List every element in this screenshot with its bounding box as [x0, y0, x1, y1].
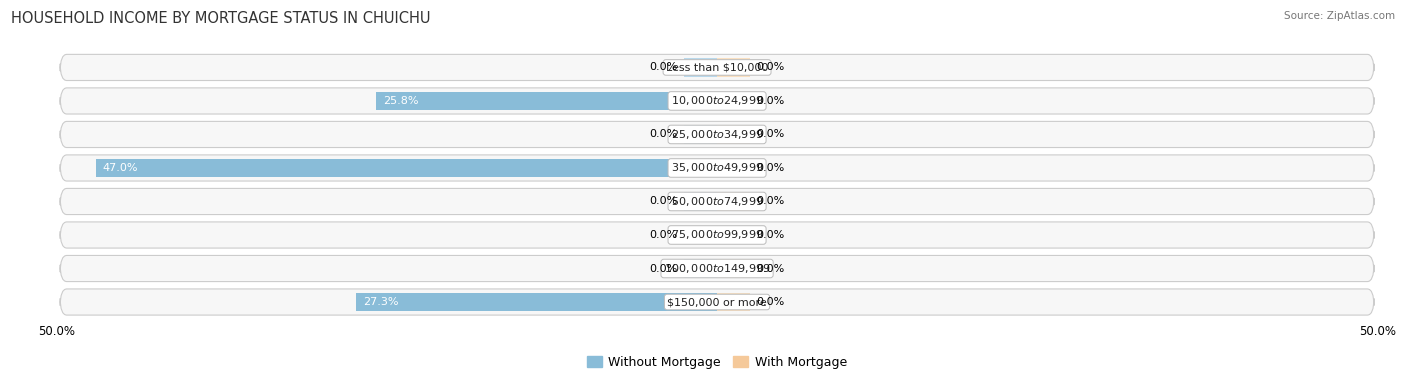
Bar: [96, 159, 717, 177]
Text: 0.0%: 0.0%: [650, 264, 678, 273]
FancyBboxPatch shape: [60, 155, 1374, 181]
Text: $100,000 to $149,999: $100,000 to $149,999: [664, 262, 770, 275]
Legend: Without Mortgage, With Mortgage: Without Mortgage, With Mortgage: [582, 351, 852, 374]
Bar: [717, 58, 751, 77]
Text: Source: ZipAtlas.com: Source: ZipAtlas.com: [1284, 11, 1395, 21]
Bar: [375, 92, 717, 110]
Text: $75,000 to $99,999: $75,000 to $99,999: [671, 228, 763, 242]
FancyBboxPatch shape: [60, 54, 1374, 81]
FancyBboxPatch shape: [60, 256, 1374, 282]
Bar: [356, 293, 717, 311]
FancyBboxPatch shape: [60, 222, 1374, 248]
Bar: [717, 192, 751, 211]
FancyBboxPatch shape: [60, 121, 1374, 147]
Text: HOUSEHOLD INCOME BY MORTGAGE STATUS IN CHUICHU: HOUSEHOLD INCOME BY MORTGAGE STATUS IN C…: [11, 11, 430, 26]
Bar: [685, 226, 717, 244]
Text: 25.8%: 25.8%: [382, 96, 418, 106]
Bar: [717, 125, 751, 144]
Text: 27.3%: 27.3%: [363, 297, 398, 307]
Bar: [717, 92, 751, 110]
Text: $150,000 or more: $150,000 or more: [668, 297, 766, 307]
Text: 0.0%: 0.0%: [756, 163, 785, 173]
Text: 0.0%: 0.0%: [756, 129, 785, 139]
FancyBboxPatch shape: [60, 88, 1374, 114]
Text: 0.0%: 0.0%: [756, 63, 785, 72]
Text: 0.0%: 0.0%: [650, 63, 678, 72]
Text: 47.0%: 47.0%: [103, 163, 138, 173]
Text: $25,000 to $34,999: $25,000 to $34,999: [671, 128, 763, 141]
Bar: [717, 226, 751, 244]
Text: 0.0%: 0.0%: [756, 96, 785, 106]
Text: 0.0%: 0.0%: [650, 230, 678, 240]
Bar: [685, 58, 717, 77]
Bar: [717, 159, 751, 177]
Text: 0.0%: 0.0%: [650, 129, 678, 139]
Bar: [685, 192, 717, 211]
Text: $35,000 to $49,999: $35,000 to $49,999: [671, 161, 763, 175]
Text: 0.0%: 0.0%: [650, 196, 678, 207]
Text: $50,000 to $74,999: $50,000 to $74,999: [671, 195, 763, 208]
Bar: [717, 293, 751, 311]
Bar: [685, 125, 717, 144]
Text: 0.0%: 0.0%: [756, 230, 785, 240]
Text: Less than $10,000: Less than $10,000: [666, 63, 768, 72]
Text: 0.0%: 0.0%: [756, 297, 785, 307]
Text: 0.0%: 0.0%: [756, 196, 785, 207]
Text: $10,000 to $24,999: $10,000 to $24,999: [671, 95, 763, 107]
FancyBboxPatch shape: [60, 289, 1374, 315]
FancyBboxPatch shape: [60, 188, 1374, 215]
Bar: [685, 259, 717, 278]
Bar: [717, 259, 751, 278]
Text: 0.0%: 0.0%: [756, 264, 785, 273]
